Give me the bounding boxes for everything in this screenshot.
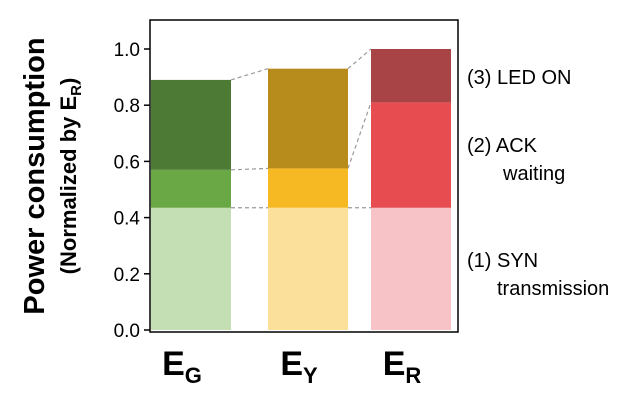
y-axis-label-sub: (Normalized by ER) [56,78,85,275]
x-category-label: EG [162,345,202,388]
x-category-label: ER [383,345,422,388]
y-axis-label-main: Power consumption [19,37,51,314]
bar-segment [371,207,451,330]
x-axis-categories: EG EY ER [162,345,421,388]
bar-segment [268,168,348,208]
connector-line [230,68,269,81]
connector-line [230,167,269,171]
annotation-syn-line2: transmission [497,278,609,300]
bar-segment [151,79,231,170]
y-tick-label: 0.4 [114,209,141,230]
annotation-ack-line1: (2) ACK [467,135,538,157]
bar-segment [371,49,451,103]
y-tick-label: 1.0 [114,40,140,61]
annotation-ack-line2: waiting [502,163,565,185]
y-tick-label: 0.6 [114,152,140,173]
bars [151,49,451,330]
bar-segment [151,207,231,330]
bar-segment [268,207,348,330]
bar-segment [268,68,348,169]
plot-frame [149,19,459,333]
y-axis-ticks: 0.0 0.2 0.4 0.6 0.8 1.0 [114,40,150,342]
connector-line [347,102,372,169]
y-tick-label: 0.2 [114,265,140,286]
x-category-label: EY [280,345,318,388]
annotations: (3) LED ON (2) ACK waiting (1) SYN trans… [467,67,609,300]
y-tick-label: 0.8 [114,96,140,117]
connector-line [347,48,372,70]
connector-lines [230,48,372,209]
annotation-led-on: (3) LED ON [467,67,571,89]
y-axis-label: Power consumption (Normalized by ER) [19,37,85,314]
annotation-syn-line1: (1) SYN [467,250,538,272]
bar-segment [151,169,231,208]
bar-segment [371,102,451,208]
y-tick-label: 0.0 [114,321,140,342]
